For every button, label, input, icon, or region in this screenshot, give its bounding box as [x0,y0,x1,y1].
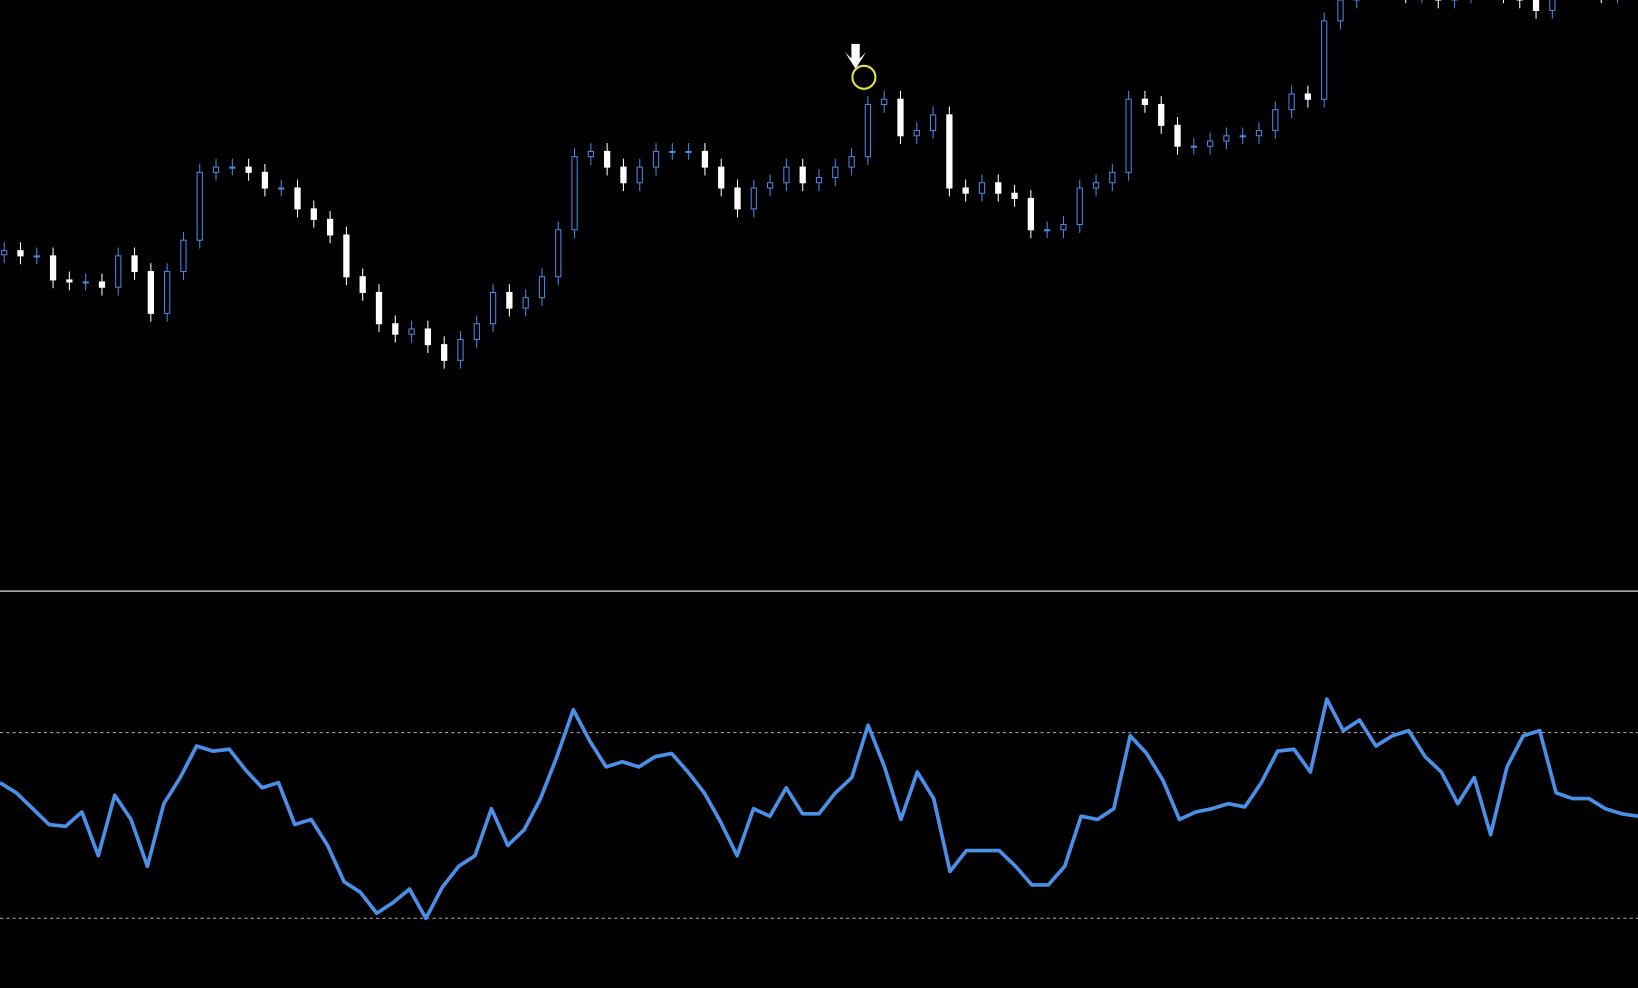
candle-body [1321,20,1328,100]
candle-body [571,156,578,231]
candle-body [636,166,643,184]
candle-body [375,291,383,325]
candle-body [1125,98,1132,173]
candle-body [278,187,285,190]
candle-body [962,187,969,194]
candle-body [392,323,399,335]
candle-body [489,291,497,325]
candle-body [1288,93,1295,111]
candle-body [359,276,366,293]
candle-body [734,187,741,210]
candle-body [164,271,171,314]
candle-body [701,150,709,168]
candle-body [33,255,40,258]
candle-body [66,279,73,283]
price-pane [1,0,1619,369]
candle-body [1223,135,1230,142]
candle-body [294,187,301,210]
indicator-pane [0,697,1638,921]
candle-body [343,234,350,278]
candle-body [1092,182,1100,189]
candle-body [1060,224,1067,231]
candle-body [864,103,872,158]
candle-body [441,344,448,361]
candle-body [17,250,24,257]
candle-body [522,297,529,309]
candle-body [1304,93,1312,100]
candle-body [180,239,187,273]
candle-body [49,255,57,281]
candle-body [587,150,594,158]
candle-body [1549,0,1556,11]
candle-body [1044,229,1051,232]
candle-body [1255,130,1263,137]
candle-body [783,166,790,184]
candle-body [424,328,432,346]
candle-body [555,229,562,278]
candle-body [1,250,8,256]
candle-body [538,276,546,299]
candle-body [1011,192,1018,199]
candle-body [1027,197,1034,231]
candle-body [669,150,676,154]
candle-body [196,171,203,241]
candle-body [457,338,464,361]
candle-body [229,166,236,169]
candle-body [750,187,757,210]
candle-body [1076,187,1083,226]
candle-body [718,166,725,189]
candle-body [1532,0,1540,11]
candle-body [473,323,480,340]
candle-body [1337,0,1344,22]
candle-body [1272,109,1279,132]
candle-body [115,255,122,288]
candle-body [685,150,692,154]
candle-body [82,281,89,284]
candle-body [929,114,937,132]
candle-body [1158,103,1165,126]
candle-body [766,182,774,189]
candle-body [212,166,220,173]
candle-body [1141,98,1149,105]
candle-body [261,171,269,189]
candle-body [848,156,855,168]
candle-body [815,177,823,184]
indicator-line [0,697,1638,921]
candle-body [326,218,334,236]
candle-body [1206,140,1214,147]
candle-body [147,271,154,314]
candle-body [98,281,106,288]
candle-body [408,328,415,335]
candle-body [604,150,611,168]
candle-body [881,98,888,105]
candle-body [913,130,920,137]
candle-body [652,150,660,168]
candle-body [1174,124,1181,147]
candle-body [620,166,627,184]
candle-body [978,182,986,194]
sell-signal [845,43,877,90]
candle-body [995,182,1002,194]
candle-body [1239,135,1246,138]
candle-body [310,208,317,220]
sell-arrow [845,43,867,69]
candle-body [245,166,252,173]
candle-body [1190,145,1197,148]
candle-body [799,166,806,184]
candle-body [946,114,953,189]
candle-body [506,291,513,309]
candle-body [832,166,839,179]
candle-body [897,98,904,137]
candle-body [131,255,138,273]
candle-body [1109,171,1116,184]
signal-circle [851,64,877,90]
